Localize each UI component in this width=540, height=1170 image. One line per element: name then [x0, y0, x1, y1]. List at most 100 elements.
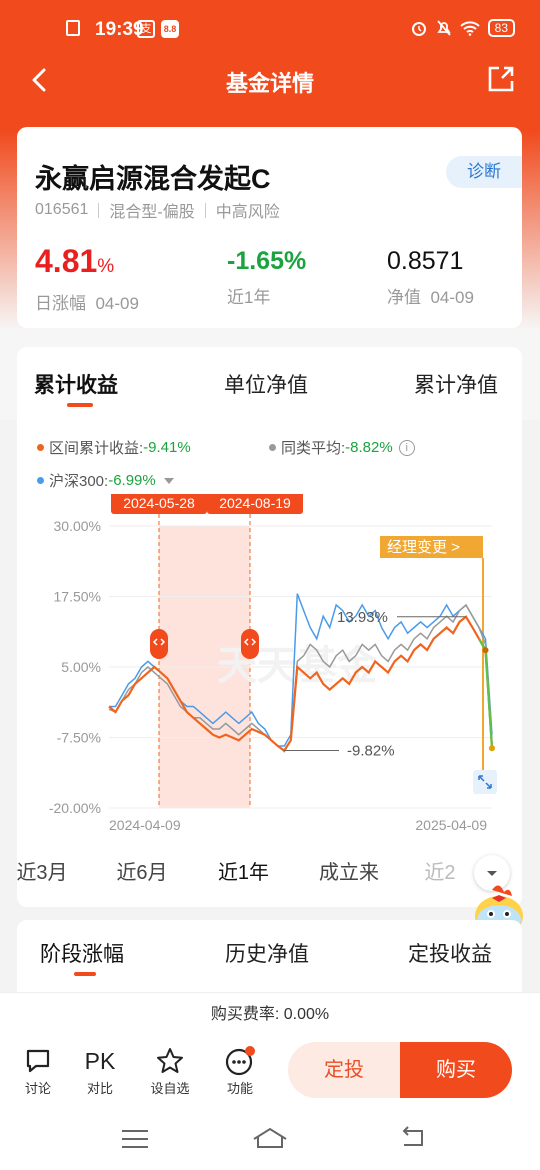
system-nav-bar — [0, 1109, 540, 1170]
compare-label: 对比 — [86, 1081, 113, 1096]
tab-cumulative-return[interactable]: 累计收益 — [34, 374, 118, 397]
battery-icon: 83 — [487, 19, 515, 37]
nav-bar: 基金详情 — [0, 56, 540, 104]
y-tick-label: -7.50% — [57, 730, 101, 746]
star-icon — [157, 1048, 183, 1073]
daily-change-label: 日涨幅 — [35, 294, 86, 313]
chevron-down-icon — [487, 871, 497, 876]
return-chart[interactable]: 30.00% 17.50% 5.00% -7.50% -20.00% 2024-04-09… — [17, 494, 522, 834]
legend-fund-label: 区间累计收益: — [49, 440, 144, 457]
fund-type: 混合型-偏股 — [109, 204, 195, 221]
fund-code: 016561 — [35, 201, 89, 218]
page-title: 基金详情 — [225, 71, 314, 96]
sim-icon — [66, 20, 80, 36]
divider — [204, 202, 206, 218]
tab-indicator — [67, 403, 93, 407]
daily-change-stat: 4.81% 日涨幅 04-09 — [35, 239, 139, 314]
legend-fund-value: -9.41% — [143, 439, 191, 456]
y-tick-label: -20.00% — [49, 800, 101, 816]
period-since-inception[interactable]: 成立来 — [319, 862, 379, 884]
compare-button[interactable]: PK 对比 — [75, 1044, 125, 1097]
series-line-0 — [108, 615, 494, 753]
app-notification-icon-2: 8.8 — [161, 20, 179, 38]
more-periods-button[interactable] — [474, 855, 510, 891]
year-change-stat: -1.65% 近1年 — [227, 239, 306, 308]
tab-cumulative-nav[interactable]: 累计净值 — [414, 374, 498, 397]
dingtou-button[interactable]: 定投 — [288, 1042, 400, 1098]
series-line-1 — [108, 603, 493, 753]
fund-info-card: 永赢启源混合发起C 诊断 016561 混合型-偏股 中高风险 4.81% 日涨… — [17, 127, 522, 328]
function-label: 功能 — [226, 1081, 253, 1096]
tab-unit-nav[interactable]: 单位净值 — [224, 374, 308, 397]
wifi-icon — [459, 21, 480, 36]
diagnose-button[interactable]: 诊断 — [446, 156, 522, 188]
y-tick-label: 17.50% — [54, 589, 101, 605]
daily-change-unit: % — [97, 256, 115, 277]
back-icon[interactable] — [26, 62, 56, 98]
legend-index-label: 沪深300: — [49, 473, 109, 490]
add-watchlist-button[interactable]: 设自选 — [145, 1044, 195, 1097]
tab-dingtou-return[interactable]: 定投收益 — [408, 943, 492, 966]
y-tick-label: 30.00% — [54, 518, 101, 534]
nav-value: 0.8571 — [387, 247, 464, 275]
share-icon[interactable] — [486, 64, 516, 94]
buy-button[interactable]: 购买 — [400, 1042, 512, 1098]
fund-dot — [37, 444, 44, 451]
chat-icon — [26, 1049, 50, 1073]
period-6m[interactable]: 近6月 — [116, 862, 168, 884]
nav-stat: 0.8571 净值 04-09 — [387, 239, 474, 308]
highlight-end-handle-arrows — [243, 638, 257, 646]
post-change-line — [478, 638, 494, 749]
legend-index-value: -6.99% — [108, 472, 156, 489]
discuss-label: 讨论 — [24, 1081, 51, 1096]
bottom-action-bar: 讨论 PK 对比 设自选 功能 定投 购买 — [0, 1034, 540, 1109]
app-notification-icon: 支 — [137, 20, 155, 38]
period-1y[interactable]: 近1年 — [193, 842, 294, 904]
pk-icon: PK — [84, 1047, 116, 1074]
fullscreen-arrows-icon — [478, 775, 492, 789]
legend-peer: 同类平均: -8.82% i — [269, 437, 415, 458]
back-nav-icon[interactable] — [398, 1125, 428, 1151]
chart-tabs: 累计收益 单位净值 累计净值 — [17, 369, 522, 409]
daily-change-value: 4.81 — [35, 243, 98, 279]
y-tick-label: 5.00% — [61, 659, 101, 675]
daily-change-date: 04-09 — [95, 294, 139, 313]
function-button[interactable]: 功能 — [215, 1044, 265, 1097]
tab-stage-gain[interactable]: 阶段涨幅 — [40, 943, 124, 966]
nav-label: 净值 — [387, 288, 421, 307]
status-time: 19:39 — [95, 19, 144, 40]
performance-card: 累计收益 单位净值 累计净值 区间累计收益: -9.41% 同类平均: -8.82%… — [17, 347, 522, 907]
highlight-start-date: 2024-05-28 — [123, 495, 195, 511]
min-label: -9.82% — [347, 742, 395, 759]
legend-peer-label: 同类平均: — [281, 440, 346, 457]
highlight-start-handle — [150, 629, 168, 659]
more-icon — [225, 1046, 255, 1076]
highlight-start-handle-arrows — [152, 638, 166, 646]
manager-change-label: 经理变更 > — [387, 539, 460, 556]
legend-index[interactable]: 沪深300: -6.99% — [37, 470, 174, 491]
info-icon[interactable]: i — [398, 439, 415, 456]
highlight-end-date: 2024-08-19 — [219, 495, 291, 511]
x-tick-label-end: 2025-04-09 — [415, 817, 487, 833]
legend-fund: 区间累计收益: -9.41% — [37, 437, 191, 458]
year-change-value: -1.65% — [227, 247, 307, 275]
index-dot — [37, 477, 44, 484]
dropdown-icon — [163, 477, 174, 484]
fund-name: 永赢启源混合发起C — [35, 164, 271, 194]
menu-icon[interactable] — [120, 1127, 150, 1151]
period-3m[interactable]: 近3月 — [16, 862, 68, 884]
discuss-button[interactable]: 讨论 — [13, 1044, 63, 1097]
end-dot-1 — [482, 647, 489, 654]
home-icon[interactable] — [252, 1125, 288, 1151]
purchase-fee: 购买费率: 0.00% — [0, 992, 540, 1037]
period-2y[interactable]: 近2 — [424, 862, 456, 884]
fund-risk: 中高风险 — [215, 204, 280, 221]
fund-tags: 016561 混合型-偏股 中高风险 — [35, 198, 280, 222]
watch-label: 设自选 — [150, 1081, 190, 1096]
stage-tab-indicator — [74, 972, 96, 976]
tab-history-nav[interactable]: 历史净值 — [225, 943, 309, 966]
period-tabs: 近3月 近6月 近1年 成立来 近2 — [0, 842, 540, 904]
year-change-label: 近1年 — [227, 288, 271, 307]
alarm-icon — [411, 22, 426, 36]
end-dot-2 — [489, 745, 495, 752]
